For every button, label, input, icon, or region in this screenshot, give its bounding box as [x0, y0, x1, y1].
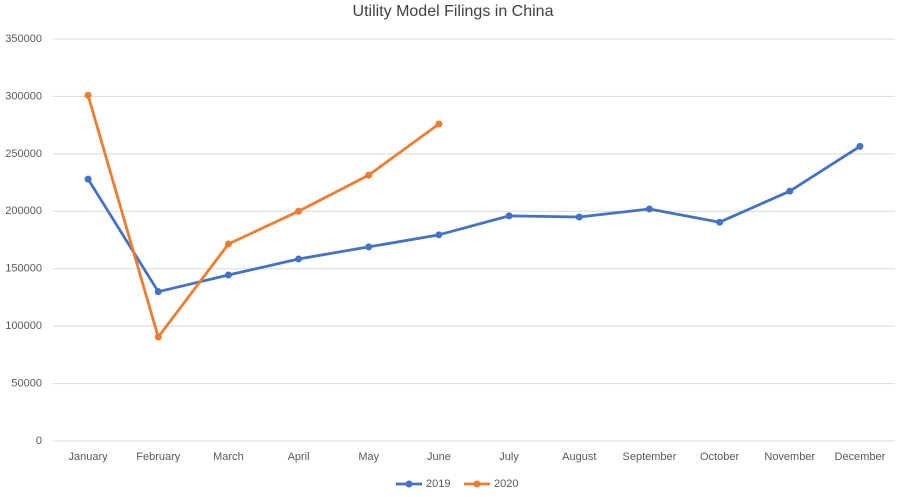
x-tick-label: December — [835, 451, 886, 463]
data-point — [786, 187, 794, 195]
x-tick-label: January — [69, 451, 109, 463]
x-tick-label: July — [499, 451, 519, 463]
y-tick-label: 350000 — [5, 33, 42, 45]
y-tick-label: 200000 — [5, 205, 42, 217]
x-tick-label: April — [288, 451, 310, 463]
data-point — [505, 212, 513, 220]
data-point — [435, 120, 443, 128]
data-point — [645, 205, 653, 213]
legend-label: 2019 — [426, 478, 450, 490]
y-tick-label: 0 — [36, 435, 42, 447]
y-tick-label: 300000 — [5, 90, 42, 102]
y-tick-label: 150000 — [5, 263, 42, 275]
x-tick-label: March — [213, 451, 244, 463]
data-point — [154, 288, 162, 296]
data-point — [224, 271, 232, 279]
data-point — [295, 207, 303, 215]
data-point — [575, 213, 583, 221]
data-point — [154, 333, 162, 341]
x-tick-label: October — [700, 451, 739, 463]
x-tick-label: May — [358, 451, 379, 463]
series-line — [86, 94, 440, 339]
data-point — [84, 175, 92, 183]
data-point — [435, 231, 443, 239]
legend-label: 2020 — [494, 478, 518, 490]
data-point — [84, 91, 92, 99]
data-point — [716, 218, 724, 226]
series-line — [86, 145, 861, 294]
x-tick-label: September — [623, 451, 677, 463]
x-tick-label: June — [427, 451, 451, 463]
x-tick-label: August — [562, 451, 596, 463]
x-tick-label: February — [136, 451, 181, 463]
legend-marker — [405, 480, 413, 488]
data-point — [295, 255, 303, 263]
data-point — [224, 240, 232, 248]
x-tick-label: November — [764, 451, 815, 463]
chart-title: Utility Model Filings in China — [353, 3, 554, 20]
data-point — [856, 142, 864, 150]
y-tick-label: 250000 — [5, 148, 42, 160]
data-point — [365, 243, 373, 251]
data-point — [365, 171, 373, 179]
y-tick-label: 100000 — [5, 320, 42, 332]
legend-marker — [473, 480, 481, 488]
y-tick-label: 50000 — [11, 377, 42, 389]
